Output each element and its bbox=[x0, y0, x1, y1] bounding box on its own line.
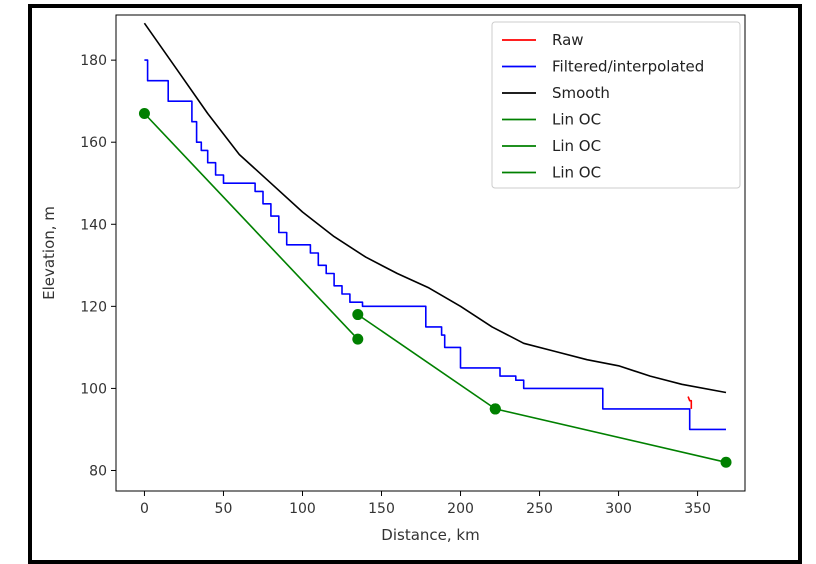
y-tick-label: 140 bbox=[80, 217, 107, 233]
series-line-lin-oc bbox=[495, 408, 727, 464]
x-tick-label: 250 bbox=[526, 501, 553, 517]
lin-oc-point bbox=[352, 333, 364, 345]
y-tick-label: 160 bbox=[80, 135, 107, 151]
legend-entry: Filtered/interpolated bbox=[552, 58, 704, 76]
legend-entry: Lin OC bbox=[552, 164, 601, 182]
y-axis-label: Elevation, m bbox=[40, 206, 58, 300]
lin-oc-point bbox=[138, 107, 150, 119]
series-line-filtered-interpolated bbox=[144, 59, 726, 431]
legend-entry: Raw bbox=[552, 31, 584, 49]
lin-oc-point bbox=[720, 456, 732, 468]
series-line-lin-oc bbox=[143, 112, 359, 340]
legend-entry: Lin OC bbox=[552, 111, 601, 129]
x-tick-label: 150 bbox=[368, 501, 395, 517]
series-line-smooth bbox=[143, 22, 727, 394]
x-tick-label: 100 bbox=[289, 501, 316, 517]
y-tick-label: 80 bbox=[89, 463, 107, 479]
x-tick-label: 300 bbox=[605, 501, 632, 517]
lin-oc-point bbox=[489, 403, 501, 415]
legend bbox=[491, 21, 741, 189]
x-tick-label: 50 bbox=[215, 501, 233, 517]
x-axis-label: Distance, km bbox=[381, 526, 479, 544]
y-tick-label: 180 bbox=[80, 53, 107, 69]
x-tick-label: 0 bbox=[140, 501, 149, 517]
x-tick-label: 350 bbox=[684, 501, 711, 517]
x-tick-label: 200 bbox=[447, 501, 474, 517]
lin-oc-point bbox=[352, 309, 364, 321]
legend-entry: Lin OC bbox=[552, 137, 601, 155]
chart: 0 50 100 150 200 250 300 350 80 100 120 140 160 180 R… bbox=[40, 14, 746, 544]
series-line-lin-oc bbox=[357, 313, 496, 410]
y-tick-label: 120 bbox=[80, 299, 107, 315]
legend-entry: Smooth bbox=[552, 84, 610, 102]
y-tick-label: 100 bbox=[80, 381, 107, 397]
plot-area-border bbox=[115, 14, 746, 492]
series-line-raw bbox=[687, 396, 693, 409]
